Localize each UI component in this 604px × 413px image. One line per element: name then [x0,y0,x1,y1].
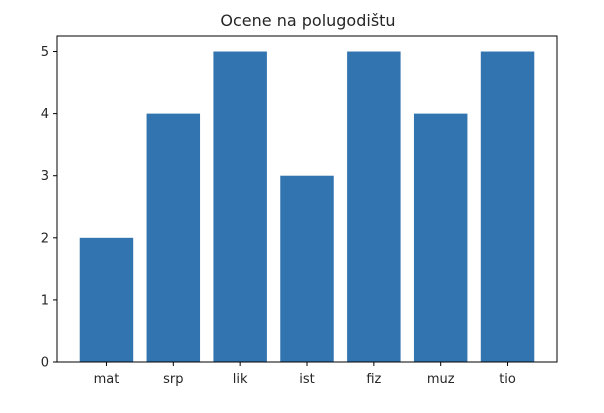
y-tick-label: 2 [41,231,49,246]
x-tick-label-mat: mat [94,372,120,387]
x-tick-label-tio: tio [499,372,516,387]
x-tick-label-lik: lik [233,372,248,387]
y-tick-label: 0 [41,356,49,371]
chart-title: Ocene na polugodištu [220,11,395,30]
y-tick-label: 1 [41,293,49,308]
y-tick-label: 5 [41,45,49,60]
bar-mat [79,237,134,362]
y-axis: 0 1 2 3 4 5 [41,45,57,371]
bar-srp [146,113,201,363]
x-axis: mat srp lik ist fiz muz tio [94,362,516,387]
y-tick-label: 4 [41,107,49,122]
x-tick-label-ist: ist [299,372,314,387]
bar-tio [480,51,535,363]
x-tick-label-muz: muz [427,372,455,387]
bars-group [79,51,535,363]
x-tick-label-fiz: fiz [366,372,381,387]
y-tick-label: 3 [41,169,49,184]
x-tick-label-srp: srp [163,372,183,387]
plot-frame [56,35,558,363]
bar-muz [413,113,468,363]
bar-lik [213,51,267,363]
bar-ist [280,175,334,362]
bar-fiz [347,51,401,363]
